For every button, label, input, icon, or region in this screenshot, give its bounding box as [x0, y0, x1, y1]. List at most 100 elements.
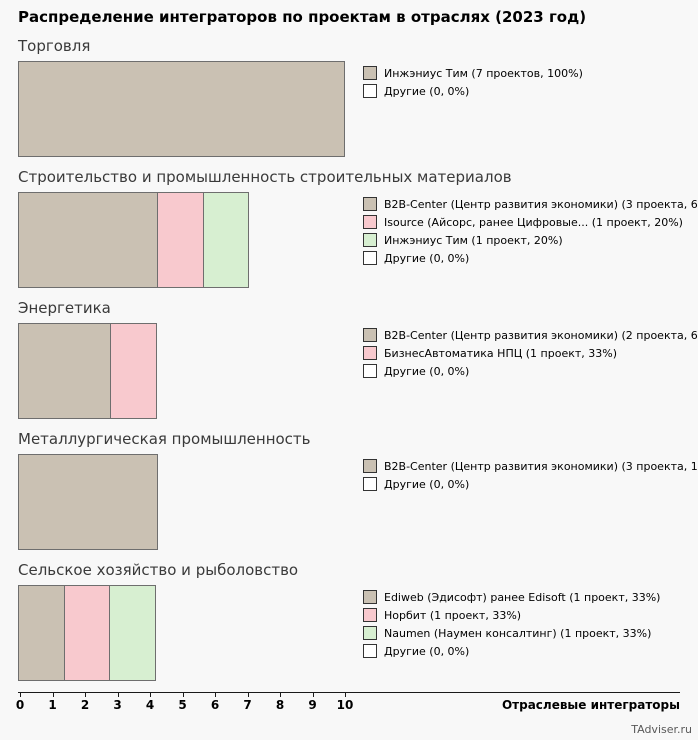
x-tick-label: 0 [15, 698, 25, 712]
industry-section-energy: Энергетика B2B-Center (Центр развития эк… [18, 299, 698, 419]
bar-segment-pink [63, 585, 111, 681]
legend-label: B2B-Center (Центр развития экономики) (2… [384, 328, 698, 342]
stacked-bar [18, 585, 363, 681]
legend-item: B2B-Center (Центр развития экономики) (3… [363, 197, 698, 211]
x-tick-mark [345, 693, 346, 697]
x-tick-label: 10 [336, 698, 354, 712]
industry-title: Строительство и промышленность строитель… [18, 168, 512, 186]
legend-swatch [363, 197, 377, 211]
chart-figure: Распределение интеграторов по проектам в… [15, 8, 698, 717]
legend-label: Isource (Айсорс, ранее Цифровые... (1 пр… [384, 215, 683, 229]
industry-section-agriculture: Сельское хозяйство и рыболовство Ediweb … [18, 561, 698, 681]
chart-row: B2B-Center (Центр развития экономики) (3… [18, 192, 698, 288]
bar-segment-tan [18, 61, 345, 157]
x-axis: Отраслевые интеграторы 0 1 2 3 4 5 6 7 8 9 10 [15, 692, 680, 717]
industry-section-metallurgy: Металлургическая промышленность B2B-Cent… [18, 430, 698, 550]
x-tick-mark [52, 693, 54, 697]
legend-label: Ediweb (Эдисофт) ранее Edisoft (1 проект… [384, 590, 661, 604]
x-tick-label: 4 [145, 698, 155, 712]
bar-segment-tan [18, 192, 159, 288]
legend: B2B-Center (Центр развития экономики) (3… [363, 454, 698, 495]
legend-item: Isource (Айсорс, ранее Цифровые... (1 пр… [363, 215, 698, 229]
legend-item: Другие (0, 0%) [363, 644, 660, 658]
legend: B2B-Center (Центр развития экономики) (2… [363, 323, 698, 382]
legend-label: Другие (0, 0%) [384, 644, 470, 658]
x-tick-mark [247, 693, 249, 697]
legend-label: B2B-Center (Центр развития экономики) (3… [384, 459, 698, 473]
legend-label: Инжэниус Тим (1 проект, 20%) [384, 233, 563, 247]
x-tick-label: 6 [210, 698, 220, 712]
x-tick-label: 8 [275, 698, 285, 712]
x-tick-mark [117, 693, 119, 697]
x-tick-label: 5 [178, 698, 187, 712]
legend-swatch [363, 626, 377, 640]
x-tick-label: 7 [243, 698, 252, 712]
industry-title: Торговля [18, 37, 91, 55]
bar-segment-tan [18, 323, 112, 419]
bar-area [18, 61, 363, 157]
x-tick-mark [215, 693, 216, 697]
stacked-bar [18, 192, 363, 288]
legend-item: Другие (0, 0%) [363, 251, 698, 265]
x-tick-label: 3 [113, 698, 122, 712]
legend-swatch [363, 233, 377, 247]
bar-area [18, 192, 363, 288]
legend-swatch [363, 215, 377, 229]
legend-swatch [363, 459, 377, 473]
bar-segment-green [109, 585, 157, 681]
x-tick-label: 1 [48, 698, 57, 712]
industry-title: Сельское хозяйство и рыболовство [18, 561, 299, 579]
legend-item: Другие (0, 0%) [363, 84, 583, 98]
legend-label: БизнесАвтоматика НПЦ (1 проект, 33%) [384, 346, 617, 360]
legend: Ediweb (Эдисофт) ранее Edisoft (1 проект… [363, 585, 660, 662]
chart-row: B2B-Center (Центр развития экономики) (3… [18, 454, 698, 550]
legend-item: Инжэниус Тим (7 проектов, 100%) [363, 66, 583, 80]
x-tick-mark [312, 693, 314, 697]
x-tick-mark [182, 693, 184, 697]
legend-label: Норбит (1 проект, 33%) [384, 608, 522, 622]
bar-segment-pink [157, 192, 204, 288]
legend-swatch [363, 84, 377, 98]
chart-row: Инжэниус Тим (7 проектов, 100%) Другие (0… [18, 61, 698, 157]
legend-swatch [363, 328, 377, 342]
bar-segment-green [202, 192, 250, 288]
x-tick-mark [20, 693, 21, 697]
legend-item: Другие (0, 0%) [363, 364, 698, 378]
bar-segment-tan [18, 585, 65, 681]
bar-segment-tan [18, 454, 159, 550]
legend-item: Ediweb (Эдисофт) ранее Edisoft (1 проект… [363, 590, 660, 604]
x-tick-label: 9 [308, 698, 317, 712]
legend-swatch [363, 590, 377, 604]
bar-area [18, 585, 363, 681]
x-tick-mark [85, 693, 86, 697]
x-tick-label: 2 [80, 698, 90, 712]
bar-area [18, 454, 363, 550]
stacked-bar [18, 323, 363, 419]
legend-swatch [363, 477, 377, 491]
industry-section-construction: Строительство и промышленность строитель… [18, 168, 698, 288]
legend: B2B-Center (Центр развития экономики) (3… [363, 192, 698, 269]
legend-swatch [363, 346, 377, 360]
legend-swatch [363, 364, 377, 378]
legend-item: Норбит (1 проект, 33%) [363, 608, 660, 622]
legend-label: Инжэниус Тим (7 проектов, 100%) [384, 66, 583, 80]
legend-swatch [363, 644, 377, 658]
industry-section-trade: Торговля Инжэниус Тим (7 проектов, 100%)… [18, 37, 698, 157]
legend-item: B2B-Center (Центр развития экономики) (3… [363, 459, 698, 473]
stacked-bar [18, 454, 363, 550]
legend-item: Другие (0, 0%) [363, 477, 698, 491]
legend-swatch [363, 66, 377, 80]
legend-label: Другие (0, 0%) [384, 364, 470, 378]
legend-swatch [363, 608, 377, 622]
legend-label: Naumen (Наумен консалтинг) (1 проект, 33… [384, 626, 652, 640]
stacked-bar [18, 61, 363, 157]
bar-segment-pink [110, 323, 158, 419]
x-tick-mark [150, 693, 151, 697]
x-tick-mark [280, 693, 281, 697]
legend-label: Другие (0, 0%) [384, 251, 470, 265]
legend-label: B2B-Center (Центр развития экономики) (3… [384, 197, 698, 211]
legend-label: Другие (0, 0%) [384, 477, 470, 491]
chart-row: B2B-Center (Центр развития экономики) (2… [18, 323, 698, 419]
legend-item: Naumen (Наумен консалтинг) (1 проект, 33… [363, 626, 660, 640]
chart-title: Распределение интеграторов по проектам в… [18, 8, 587, 26]
